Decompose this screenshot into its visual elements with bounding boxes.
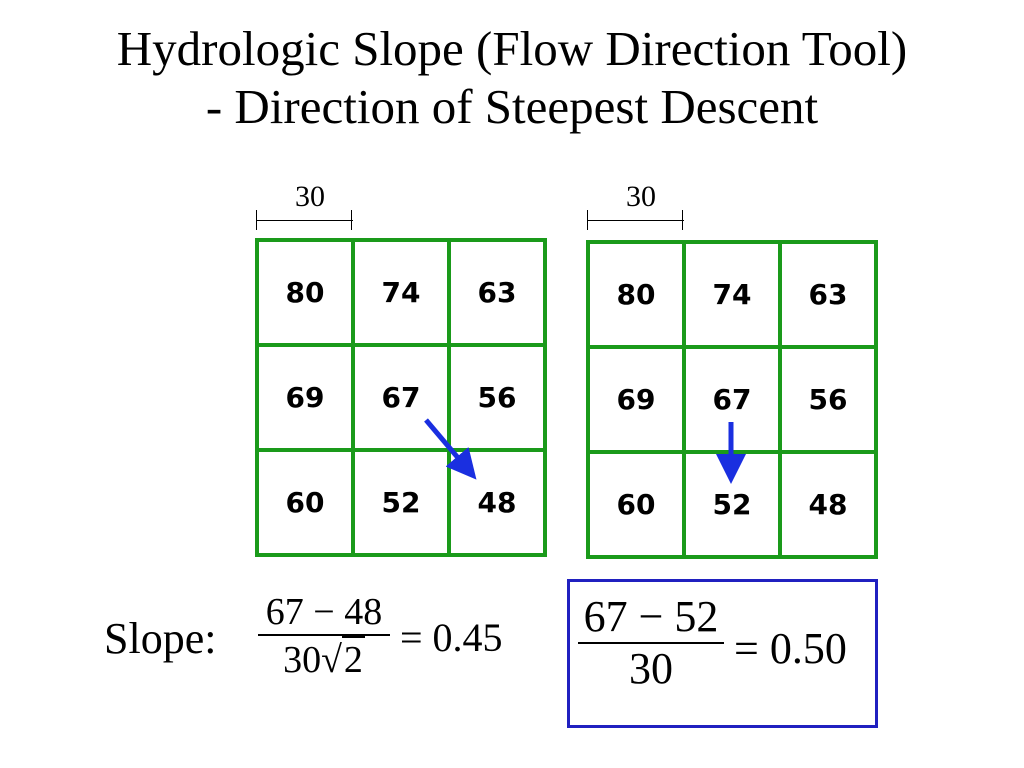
right-cell-size-label: 30 xyxy=(626,180,656,213)
grid-cell: 63 xyxy=(449,240,545,345)
right-elevation-grid: 80 74 63 69 67 56 60 52 48 xyxy=(586,240,878,559)
diagonal-denominator: 30√2 xyxy=(258,636,390,682)
grid-cell: 60 xyxy=(257,450,353,555)
highlight-box xyxy=(567,579,878,728)
left-cell-size-dimension xyxy=(256,210,353,230)
denominator-coefficient: 30 xyxy=(283,639,322,681)
grid-cell: 56 xyxy=(449,345,545,450)
grid-cell: 60 xyxy=(588,452,684,557)
cardinal-denominator: 30 xyxy=(629,644,673,693)
fraction-bar xyxy=(578,642,724,644)
denominator-root: 2 xyxy=(341,636,365,682)
cardinal-numerator: 67 − 52 xyxy=(583,592,719,641)
diagonal-slope-fraction: 67 − 48 30√2 xyxy=(258,590,390,682)
grid-cell: 63 xyxy=(780,242,876,347)
cardinal-slope-fraction: 67 − 52 30 xyxy=(578,592,724,694)
grid-cell: 74 xyxy=(684,242,780,347)
slope-label: Slope: xyxy=(104,614,217,663)
grid-cell: 80 xyxy=(588,242,684,347)
grid-cell: 56 xyxy=(780,347,876,452)
left-cell-size-label: 30 xyxy=(295,180,325,213)
grid-cell: 80 xyxy=(257,240,353,345)
fraction-bar xyxy=(258,634,390,636)
title-line-1: Hydrologic Slope (Flow Direction Tool) xyxy=(116,21,908,76)
grid-cell: 48 xyxy=(780,452,876,557)
right-cell-size-dimension xyxy=(587,210,684,230)
left-elevation-grid: 80 74 63 69 67 56 60 52 48 xyxy=(255,238,547,557)
title-line-2: - Direction of Steepest Descent xyxy=(205,79,819,134)
diagonal-slope-result: = 0.45 xyxy=(400,615,503,660)
diagonal-flow-arrow xyxy=(424,418,477,480)
grid-cell: 69 xyxy=(588,347,684,452)
diagonal-numerator: 67 − 48 xyxy=(265,591,383,633)
grid-cell: 69 xyxy=(257,345,353,450)
cardinal-slope-result: = 0.50 xyxy=(734,624,847,673)
grid-cell-center: 67 xyxy=(353,345,449,450)
grid-cell-target: 48 xyxy=(449,450,545,555)
grid-cell: 52 xyxy=(353,450,449,555)
grid-cell: 74 xyxy=(353,240,449,345)
page-title: Hydrologic Slope (Flow Direction Tool) -… xyxy=(0,20,1024,136)
